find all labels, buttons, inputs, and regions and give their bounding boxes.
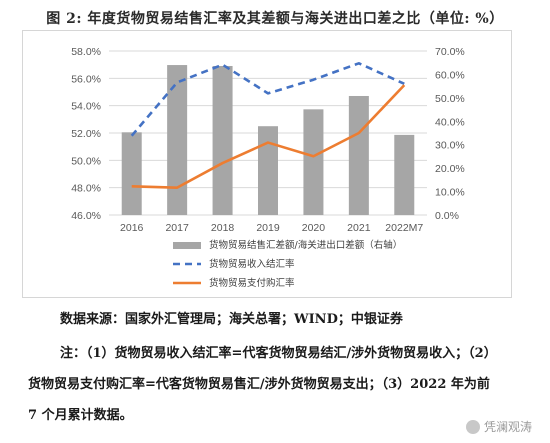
bar: [348, 95, 369, 215]
right-tick-label: 0.0%: [435, 210, 459, 222]
legend-swatch-bar: [173, 242, 201, 249]
left-tick-label: 58.0%: [71, 46, 101, 58]
bar: [121, 132, 142, 215]
left-tick-label: 50.0%: [71, 155, 101, 167]
x-tick-label: 2021: [347, 222, 371, 234]
x-tick-label: 2018: [211, 222, 235, 234]
bar: [167, 65, 188, 215]
right-tick-label: 70.0%: [435, 46, 465, 58]
x-tick-label: 2019: [256, 222, 280, 234]
note-line-3: 7 个月累计数据。: [28, 408, 133, 423]
right-tick-label: 60.0%: [435, 69, 465, 81]
right-tick-label: 10.0%: [435, 187, 465, 199]
bar: [258, 126, 278, 215]
bar: [303, 109, 324, 215]
x-tick-label: 2022M7: [385, 222, 423, 234]
left-tick-label: 52.0%: [71, 128, 101, 140]
left-tick-label: 56.0%: [71, 73, 101, 85]
left-tick-label: 54.0%: [71, 101, 101, 113]
combo-chart: 46.0% 48.0% 50.0% 52.0% 54.0% 56.0% 58.0% 0.0% 1…: [71, 46, 465, 289]
right-tick-label: 40.0%: [435, 116, 465, 128]
left-tick-label: 48.0%: [71, 183, 101, 195]
x-tick-label: 2020: [302, 222, 326, 234]
legend-label: 货物贸易支付购汇率: [209, 277, 295, 289]
watermark-text: 凭澜观涛: [483, 420, 532, 434]
wechat-icon: [465, 419, 480, 434]
note-line-1: 注：（1）货物贸易收入结汇率=代客货物贸易结汇/涉外货物贸易收入；（2）: [60, 346, 497, 361]
x-tick-label: 2017: [165, 222, 189, 234]
bar: [212, 65, 233, 215]
right-tick-label: 20.0%: [435, 163, 465, 175]
note-line-2: 货物贸易支付购汇率=代客货物贸易售汇/涉外货物贸易支出；（3）2022 年为前: [28, 377, 490, 392]
figure-title: 图 2: 年度货物贸易结售汇率及其差额与海关进出口差之比（单位: %）: [46, 11, 504, 27]
chart-container: 46.0% 48.0% 50.0% 52.0% 54.0% 56.0% 58.0% 0.0% 1…: [22, 30, 512, 298]
legend-label: 货物贸易收入结汇率: [209, 258, 295, 270]
left-tick-label: 46.0%: [71, 210, 101, 222]
x-tick-label: 2016: [120, 222, 144, 234]
watermark: 凭澜观涛: [465, 418, 532, 435]
data-source: 数据来源：国家外汇管理局；海关总署；WIND；中银证券: [60, 312, 403, 327]
right-tick-label: 30.0%: [435, 140, 465, 152]
bar: [394, 134, 415, 215]
legend-label: 货物贸易结售汇差额/海关进出口差额（右轴）: [209, 239, 402, 251]
right-tick-label: 50.0%: [435, 93, 465, 105]
